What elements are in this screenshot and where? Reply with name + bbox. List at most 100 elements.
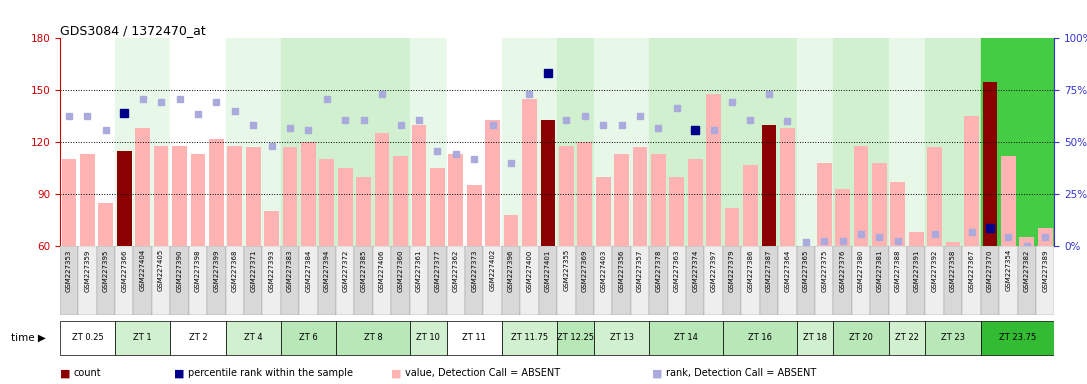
Bar: [723, 38, 797, 246]
Text: ZT 6: ZT 6: [299, 333, 317, 343]
Text: GSM227390: GSM227390: [176, 249, 183, 292]
Bar: [577, 142, 592, 246]
Text: GSM227357: GSM227357: [637, 249, 644, 291]
Text: GSM227369: GSM227369: [582, 249, 588, 292]
Bar: [815, 246, 834, 315]
Bar: [484, 246, 502, 315]
Bar: [557, 38, 594, 246]
Text: GSM227354: GSM227354: [1005, 249, 1011, 291]
Bar: [115, 321, 171, 355]
Text: GSM227361: GSM227361: [416, 249, 422, 292]
Text: ZT 10: ZT 10: [416, 333, 440, 343]
Bar: [60, 38, 115, 246]
Bar: [320, 159, 334, 246]
Bar: [393, 156, 408, 246]
Bar: [280, 246, 299, 315]
Bar: [890, 182, 905, 246]
Bar: [62, 159, 76, 246]
Text: ZT 2: ZT 2: [189, 333, 208, 343]
Bar: [172, 146, 187, 246]
Bar: [227, 146, 242, 246]
Bar: [503, 215, 518, 246]
Text: GSM227362: GSM227362: [453, 249, 459, 291]
Bar: [225, 246, 243, 315]
Text: GSM227391: GSM227391: [913, 249, 920, 292]
Bar: [243, 246, 262, 315]
Bar: [522, 99, 537, 246]
Text: GSM227392: GSM227392: [932, 249, 938, 291]
Text: GSM227406: GSM227406: [379, 249, 385, 291]
Bar: [301, 142, 316, 246]
Text: GSM227365: GSM227365: [802, 249, 809, 291]
Bar: [1038, 228, 1052, 246]
Bar: [171, 38, 226, 246]
Text: GSM227367: GSM227367: [969, 249, 975, 292]
Text: GSM227394: GSM227394: [324, 249, 329, 291]
Bar: [925, 38, 980, 246]
Text: GSM227403: GSM227403: [600, 249, 607, 291]
Bar: [557, 321, 594, 355]
Bar: [283, 147, 298, 246]
Bar: [338, 168, 352, 246]
Bar: [264, 211, 279, 246]
Bar: [667, 246, 686, 315]
Text: GSM227384: GSM227384: [305, 249, 312, 291]
Bar: [630, 246, 649, 315]
Bar: [447, 246, 465, 315]
Bar: [927, 147, 942, 246]
Bar: [375, 134, 389, 246]
Text: GSM227368: GSM227368: [232, 249, 238, 292]
Bar: [336, 246, 354, 315]
Bar: [1020, 237, 1034, 246]
Bar: [762, 125, 776, 246]
Bar: [980, 246, 999, 315]
Bar: [707, 94, 721, 246]
Text: GSM227370: GSM227370: [987, 249, 992, 292]
Bar: [373, 246, 391, 315]
Bar: [888, 38, 925, 246]
Bar: [649, 38, 723, 246]
Bar: [502, 246, 521, 315]
Bar: [225, 321, 280, 355]
Text: ZT 20: ZT 20: [849, 333, 873, 343]
Bar: [834, 321, 888, 355]
Bar: [853, 146, 869, 246]
Bar: [649, 246, 667, 315]
Bar: [852, 246, 871, 315]
Bar: [778, 246, 797, 315]
Text: GSM227397: GSM227397: [711, 249, 716, 292]
Bar: [557, 246, 575, 315]
Bar: [502, 38, 557, 246]
Bar: [280, 38, 336, 246]
Text: GSM227398: GSM227398: [195, 249, 201, 292]
Text: percentile rank within the sample: percentile rank within the sample: [188, 368, 353, 378]
Bar: [115, 38, 171, 246]
Bar: [208, 246, 226, 315]
Bar: [834, 246, 852, 315]
Bar: [225, 38, 280, 246]
Text: ZT 16: ZT 16: [748, 333, 772, 343]
Bar: [980, 38, 1054, 246]
Bar: [189, 246, 208, 315]
Bar: [962, 246, 980, 315]
Text: GSM227381: GSM227381: [876, 249, 883, 292]
Bar: [449, 154, 463, 246]
Bar: [447, 321, 502, 355]
Text: GSM227377: GSM227377: [435, 249, 440, 292]
Text: GSM227372: GSM227372: [342, 249, 348, 291]
Text: GSM227402: GSM227402: [489, 249, 496, 291]
Text: GSM227385: GSM227385: [361, 249, 366, 291]
Bar: [723, 321, 797, 355]
Text: time ▶: time ▶: [11, 333, 46, 343]
Text: GSM227395: GSM227395: [103, 249, 109, 291]
Bar: [980, 321, 1054, 355]
Text: GSM227387: GSM227387: [766, 249, 772, 292]
Text: ■: ■: [391, 368, 402, 378]
Text: GSM227405: GSM227405: [158, 249, 164, 291]
Text: GSM227375: GSM227375: [821, 249, 827, 291]
Bar: [209, 139, 224, 246]
Bar: [725, 208, 739, 246]
Bar: [246, 147, 261, 246]
Bar: [760, 246, 778, 315]
Bar: [485, 120, 500, 246]
